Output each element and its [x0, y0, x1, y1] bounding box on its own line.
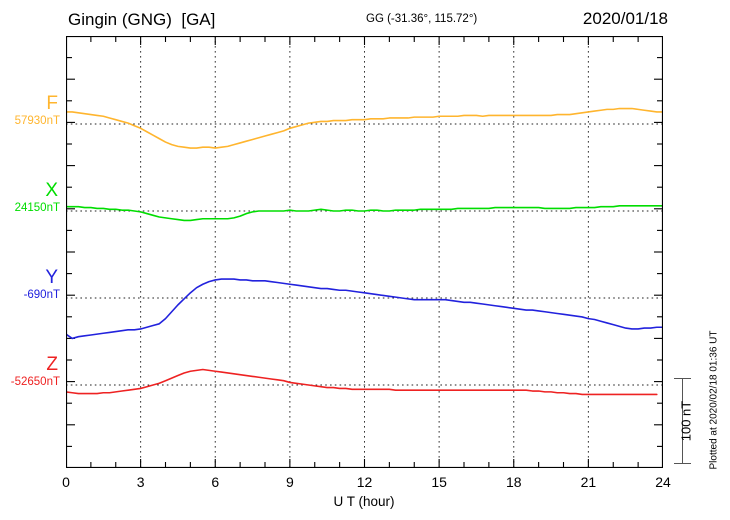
x-tick-label-21: 21 [580, 474, 597, 490]
x-tick-label-0: 0 [62, 474, 70, 490]
x-tick-label-6: 6 [211, 474, 220, 490]
component-label-x: X 24150nT [15, 181, 64, 215]
trace-z [66, 368, 658, 396]
trace-f [66, 107, 663, 149]
scale-bar-label: 100 nT [678, 400, 694, 442]
plot-border [66, 36, 663, 468]
component-baseline-y: -690nT [23, 289, 60, 301]
x-tick-label-24: 24 [655, 474, 671, 490]
page-title: Gingin (GNG) [GA] [68, 10, 216, 29]
gridlines [140, 36, 589, 468]
x-tick-label-12: 12 [356, 474, 373, 490]
component-label-y: Y -690nT [24, 268, 64, 302]
observation-date: 2020/01/18 [582, 9, 668, 28]
trace-y [66, 278, 663, 340]
baseline-reference-lines [66, 123, 663, 386]
component-baseline-z: -52650nT [10, 376, 60, 388]
scale-bar-stem [682, 378, 683, 464]
component-traces [66, 107, 663, 396]
x-tick-label-18: 18 [505, 474, 522, 490]
component-baseline-x: 24150nT [14, 202, 60, 214]
component-label-z: Z -52650nT [11, 355, 64, 389]
component-label-f: F 57930nT [15, 94, 64, 128]
component-letter-x: X [45, 180, 58, 201]
component-letter-f: F [46, 93, 58, 114]
x-tick-label-9: 9 [285, 474, 294, 490]
plot-frame [66, 36, 663, 468]
component-baseline-f: 57930nT [14, 115, 60, 127]
scale-bar [674, 378, 692, 464]
plotted-timestamp: Plotted at 2020/02/18 01:36 UT [708, 330, 720, 470]
scale-bar-bottom-cap [674, 463, 691, 464]
x-tick-label-15: 15 [431, 474, 447, 490]
component-letter-z: Z [46, 354, 58, 375]
x-tick-label-3: 3 [136, 474, 145, 490]
trace-x [66, 205, 663, 222]
scale-bar-top-cap [674, 378, 691, 379]
station-coordinates: GG (-31.36°, 115.72°) [366, 13, 478, 25]
x-axis-title: U T (hour) [333, 494, 395, 509]
magnetogram-plot [66, 36, 663, 468]
component-letter-y: Y [45, 267, 58, 288]
